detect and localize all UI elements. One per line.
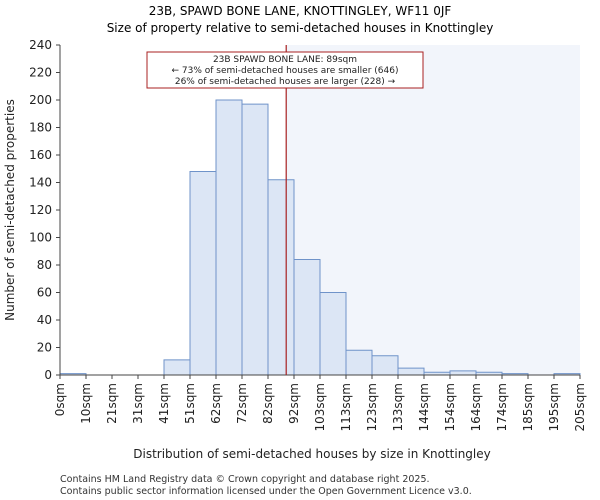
annotation-line-1: 23B SPAWD BONE LANE: 89sqm <box>213 55 357 65</box>
x-tick-label: 92sqm <box>287 383 301 424</box>
annotation-box: 23B SPAWD BONE LANE: 89sqm ← 73% of semi… <box>146 51 424 89</box>
bar-154sqm <box>449 370 477 376</box>
bar-group <box>59 99 581 376</box>
x-tick-label: 144sqm <box>417 383 431 431</box>
annotation-line-2: ← 73% of semi-detached houses are smalle… <box>172 66 399 76</box>
x-tick-label: 51sqm <box>183 383 197 424</box>
y-tick-label: 240 <box>29 38 52 52</box>
y-tick-label: 40 <box>37 313 52 327</box>
bar-92sqm <box>293 259 321 376</box>
x-tick-label: 123sqm <box>365 383 379 431</box>
y-tick-label: 180 <box>29 121 52 135</box>
x-tick-label: 133sqm <box>391 383 405 431</box>
x-tick-label: 164sqm <box>469 383 483 431</box>
footer-licence: Contains public sector information licen… <box>60 486 472 497</box>
bar-62sqm <box>215 99 243 376</box>
x-tick-label: 82sqm <box>261 383 275 424</box>
x-axis-label: Distribution of semi-detached houses by … <box>133 447 491 461</box>
y-tick-label: 20 <box>37 341 52 355</box>
y-axis-label: Number of semi-detached properties <box>3 99 17 321</box>
chart-title: 23B, SPAWD BONE LANE, KNOTTINGLEY, WF11 … <box>149 4 452 18</box>
bar-123sqm <box>371 355 399 376</box>
y-tick-label: 80 <box>37 258 52 272</box>
y-tick-label: 200 <box>29 93 52 107</box>
x-tick-label: 21sqm <box>105 383 119 424</box>
bar-41sqm <box>163 359 191 376</box>
bar-51sqm <box>189 171 217 376</box>
annotation-frame <box>146 51 424 89</box>
y-tick-label: 0 <box>44 368 52 382</box>
chart-subtitle: Size of property relative to semi-detach… <box>107 21 494 35</box>
bar-103sqm <box>319 292 347 376</box>
bar-82sqm <box>267 179 295 376</box>
y-tick-label: 140 <box>29 176 52 190</box>
footer-copyright: Contains HM Land Registry data © Crown c… <box>60 474 430 485</box>
y-tick-label: 100 <box>29 231 52 245</box>
bar-113sqm <box>345 349 373 376</box>
y-tick-label: 220 <box>29 66 52 80</box>
x-tick-label: 41sqm <box>157 383 171 424</box>
x-tick-label: 62sqm <box>209 383 223 424</box>
x-tick-label: 205sqm <box>573 383 587 431</box>
y-axis-ticks: 0 20 40 60 80 100 120 140 160 180 200 220 240 <box>29 38 60 382</box>
x-tick-label: 103sqm <box>313 383 327 431</box>
bar-72sqm <box>241 103 269 376</box>
x-tick-label: 31sqm <box>131 383 145 424</box>
y-tick-label: 120 <box>29 203 52 217</box>
y-tick-label: 160 <box>29 148 52 162</box>
x-tick-label: 195sqm <box>547 383 561 431</box>
y-tick-label: 60 <box>37 286 52 300</box>
x-tick-label: 174sqm <box>495 383 509 431</box>
x-tick-label: 185sqm <box>521 383 535 431</box>
x-tick-label: 113sqm <box>339 383 353 431</box>
x-tick-label: 154sqm <box>443 383 457 431</box>
x-tick-label: 0sqm <box>53 383 67 416</box>
x-tick-label: 10sqm <box>79 383 93 424</box>
x-axis-ticks: 0sqm 10sqm 21sqm 31sqm 41sqm 51sqm 62sqm 72sqm 8… <box>53 375 587 431</box>
bar-133sqm <box>397 367 425 376</box>
annotation-line-3: 26% of semi-detached houses are larger (… <box>175 77 396 87</box>
x-tick-label: 72sqm <box>235 383 249 424</box>
